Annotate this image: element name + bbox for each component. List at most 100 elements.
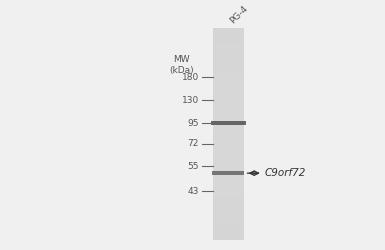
Bar [213,99,244,100]
Bar [213,58,244,59]
Bar [213,34,244,35]
Bar [213,37,244,38]
Bar [213,202,244,204]
Bar [211,121,246,125]
Bar [213,206,244,208]
Bar [213,167,244,168]
Bar [213,215,244,216]
Bar [213,205,244,206]
Bar [213,170,244,171]
Bar [213,42,244,44]
Bar [213,139,244,140]
Bar [213,75,244,76]
Bar [213,218,244,219]
Bar [213,182,244,184]
Bar [213,161,244,163]
Bar [213,71,244,72]
Bar [213,209,244,211]
Bar [213,143,244,144]
Bar [213,78,244,79]
Bar [213,91,244,92]
Bar [213,230,244,232]
Bar [213,102,244,103]
Bar [213,36,244,37]
Bar [213,163,244,164]
Bar [213,68,244,70]
Bar [213,158,244,160]
Bar [213,219,244,220]
Bar [213,95,244,96]
Text: 55: 55 [187,162,199,171]
Bar [213,171,244,172]
Bar [213,38,244,40]
Bar [213,166,244,167]
Bar [213,92,244,94]
Bar [213,89,244,91]
Bar [213,124,244,126]
Bar [213,201,244,202]
Bar [213,54,244,55]
Bar [213,52,244,54]
Text: 43: 43 [187,187,199,196]
Bar [213,55,244,57]
Bar [213,187,244,188]
Bar [213,164,244,166]
Bar [213,232,244,233]
Bar [212,171,244,175]
Bar [213,146,244,147]
Bar [213,214,244,215]
Bar [213,192,244,194]
Text: PG-4: PG-4 [229,4,250,25]
Bar [213,28,244,240]
Bar [213,60,244,61]
Bar [213,185,244,187]
Bar [213,134,244,136]
Bar [213,118,244,119]
Bar [213,211,244,212]
Bar [213,198,244,200]
Text: 72: 72 [187,139,199,148]
Bar [213,123,244,124]
Bar [213,140,244,141]
Bar [213,65,244,66]
Bar [213,233,244,235]
Bar [213,40,244,41]
Bar [213,82,244,84]
Bar [213,226,244,228]
Bar [213,150,244,152]
Bar [213,225,244,226]
Bar [213,105,244,106]
Bar [213,115,244,116]
Bar [213,109,244,110]
Bar [213,190,244,191]
Bar [213,108,244,109]
Bar [213,85,244,86]
Bar [213,30,244,31]
Bar [213,51,244,52]
Bar [213,157,244,158]
Bar [213,236,244,238]
Bar [213,204,244,205]
Bar [213,156,244,157]
Bar [213,196,244,198]
Bar [213,181,244,182]
Bar [213,74,244,75]
Bar [213,142,244,143]
Bar [213,137,244,139]
Text: 130: 130 [182,96,199,105]
Bar [213,31,244,33]
Bar [213,57,244,58]
Bar [213,103,244,105]
Bar [213,62,244,64]
Bar [213,41,244,42]
Bar [213,239,244,240]
Bar [213,70,244,71]
Bar [213,220,244,222]
Bar [213,130,244,132]
Bar [213,110,244,112]
Bar [213,228,244,229]
Bar [213,47,244,48]
Bar [213,188,244,190]
Bar [213,120,244,122]
Bar [213,48,244,50]
